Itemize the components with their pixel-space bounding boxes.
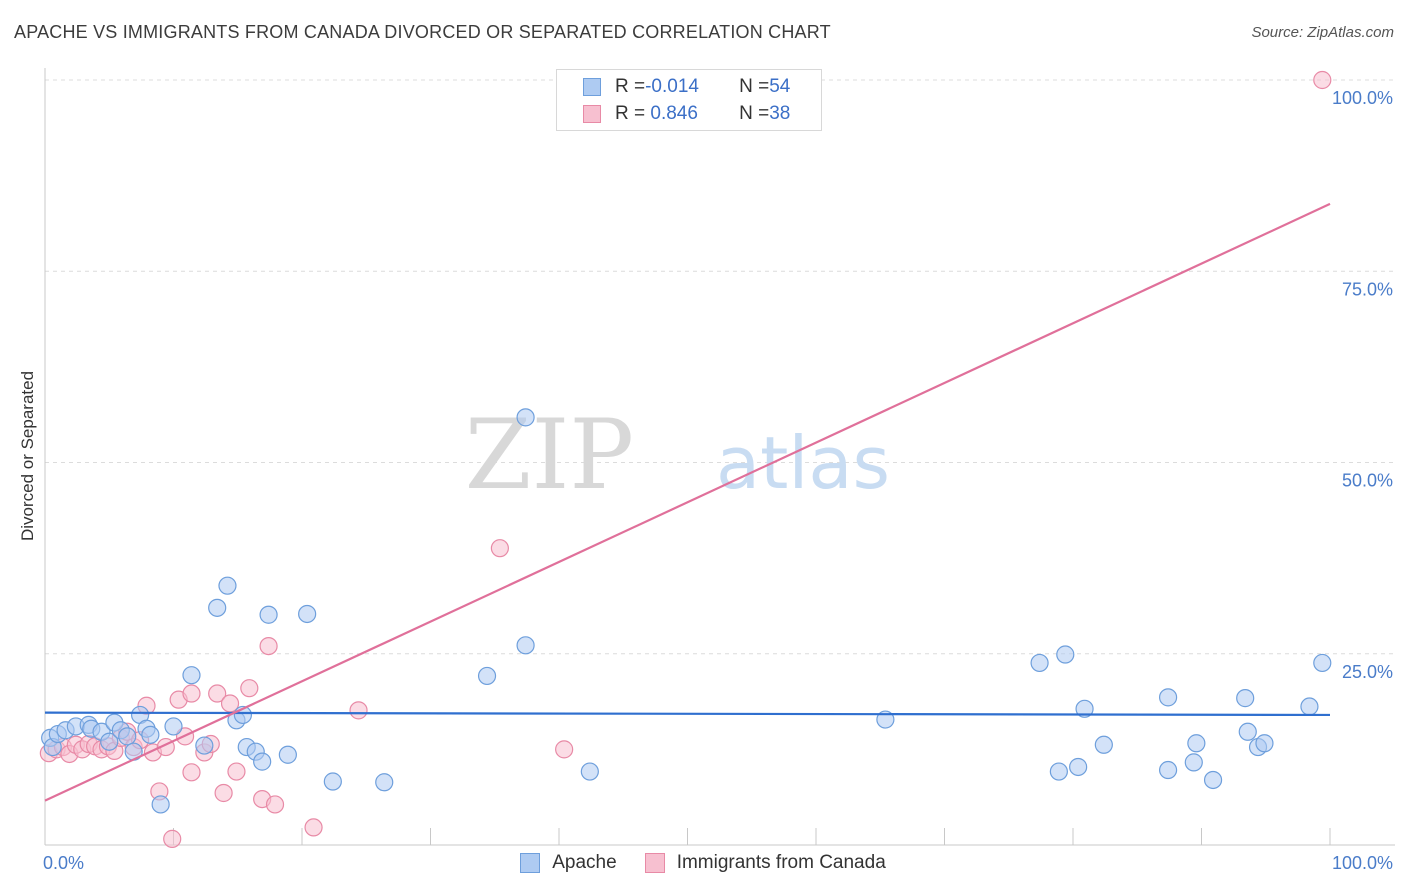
apache-point bbox=[516, 408, 535, 427]
legend-n-label: N = bbox=[739, 103, 770, 124]
canada-points bbox=[39, 70, 1332, 848]
legend-label-canada: Immigrants from Canada bbox=[676, 852, 886, 873]
apache-point bbox=[253, 752, 272, 771]
apache-point bbox=[118, 727, 137, 746]
trend-lines bbox=[44, 202, 1331, 802]
legend-r-value: -0.014 bbox=[645, 76, 699, 97]
canada-point bbox=[182, 763, 201, 782]
y-tick-label: 100.0% bbox=[1332, 88, 1393, 108]
legend-n-value: 54 bbox=[769, 76, 791, 97]
apache-point bbox=[1184, 753, 1203, 772]
apache-point bbox=[1158, 760, 1178, 780]
apache-point bbox=[1094, 735, 1113, 754]
canada-point bbox=[208, 684, 227, 703]
apache-point bbox=[151, 795, 170, 814]
correlation-legend: R = -0.014 N = 54 R = 0.846 N = 38 bbox=[556, 69, 822, 131]
apache-point bbox=[1255, 734, 1274, 753]
apache-point bbox=[182, 666, 201, 685]
apache-trend-line bbox=[44, 711, 1331, 717]
canada-swatch bbox=[583, 105, 601, 123]
canada-point bbox=[163, 829, 182, 848]
axes bbox=[44, 68, 1395, 846]
apache-point bbox=[323, 772, 342, 791]
source-credit: Source: ZipAtlas.com bbox=[1251, 24, 1394, 41]
canada-point bbox=[259, 636, 278, 656]
apache-points bbox=[41, 408, 1332, 814]
canada-point bbox=[490, 539, 509, 558]
apache-point bbox=[278, 745, 297, 764]
apache-point bbox=[1187, 734, 1206, 753]
legend-row-canada: R = 0.846 N = 38 bbox=[583, 102, 790, 126]
canada-point bbox=[349, 701, 368, 720]
canada-point bbox=[214, 783, 233, 803]
apache-point bbox=[477, 666, 497, 686]
apache-point bbox=[218, 576, 237, 595]
x-tick-label: 100.0% bbox=[1332, 853, 1393, 873]
legend-n-value: 38 bbox=[769, 103, 791, 124]
canada-point bbox=[240, 679, 259, 698]
apache-point bbox=[208, 598, 227, 617]
apache-point bbox=[298, 604, 317, 624]
watermark-zip: ZIP bbox=[465, 399, 634, 511]
apache-swatch bbox=[583, 78, 601, 96]
apache-point bbox=[1300, 697, 1319, 716]
apache-point bbox=[1158, 688, 1178, 707]
legend-label-apache: Apache bbox=[552, 852, 617, 873]
legend-item-apache[interactable]: Apache bbox=[520, 852, 617, 874]
canada-swatch bbox=[644, 853, 665, 873]
chart-title: APACHE VS IMMIGRANTS FROM CANADA DIVORCE… bbox=[14, 22, 831, 42]
apache-point bbox=[1203, 770, 1223, 790]
apache-swatch bbox=[520, 853, 541, 873]
y-tick-label: 50.0% bbox=[1342, 471, 1393, 491]
y-tick-label: 25.0% bbox=[1342, 662, 1393, 682]
watermark-atlas: atlas bbox=[716, 421, 890, 505]
canada-point bbox=[182, 684, 201, 703]
apache-point bbox=[1069, 757, 1088, 777]
apache-point bbox=[195, 736, 214, 755]
legend-r-label: R = bbox=[615, 76, 646, 97]
canada-point bbox=[555, 740, 574, 759]
apache-point bbox=[580, 762, 599, 781]
apache-point bbox=[1236, 689, 1255, 708]
apache-point bbox=[876, 710, 895, 729]
canada-trend-line bbox=[44, 202, 1331, 802]
legend-r-label: R = bbox=[615, 103, 646, 124]
apache-point bbox=[516, 636, 535, 655]
canada-point bbox=[304, 818, 323, 837]
canada-point bbox=[1313, 70, 1332, 90]
canada-point bbox=[227, 762, 246, 781]
apache-point bbox=[1056, 645, 1075, 664]
x-tick-label: 0.0% bbox=[43, 853, 84, 873]
apache-point bbox=[375, 773, 394, 792]
legend-item-canada[interactable]: Immigrants from Canada bbox=[644, 852, 886, 874]
tick-labels: 25.0% 50.0% 75.0% 100.0% 0.0% 100.0% bbox=[43, 88, 1393, 873]
grid-lines bbox=[45, 79, 1395, 655]
series-legend: Apache Immigrants from Canada bbox=[0, 852, 1406, 874]
apache-point bbox=[100, 732, 119, 751]
apache-point bbox=[1030, 653, 1049, 673]
apache-point bbox=[164, 717, 183, 736]
y-tick-label: 75.0% bbox=[1342, 279, 1393, 299]
apache-point bbox=[1238, 722, 1257, 741]
legend-row-apache: R = -0.014 N = 54 bbox=[583, 75, 790, 99]
apache-point bbox=[141, 725, 160, 744]
apache-point bbox=[1049, 762, 1068, 781]
legend-r-value: 0.846 bbox=[645, 103, 698, 124]
apache-point bbox=[259, 605, 278, 624]
apache-point bbox=[1075, 699, 1094, 718]
canada-point bbox=[265, 795, 285, 814]
legend-n-label: N = bbox=[739, 76, 770, 97]
apache-point bbox=[1313, 653, 1332, 673]
watermark: ZIP atlas bbox=[465, 399, 890, 511]
